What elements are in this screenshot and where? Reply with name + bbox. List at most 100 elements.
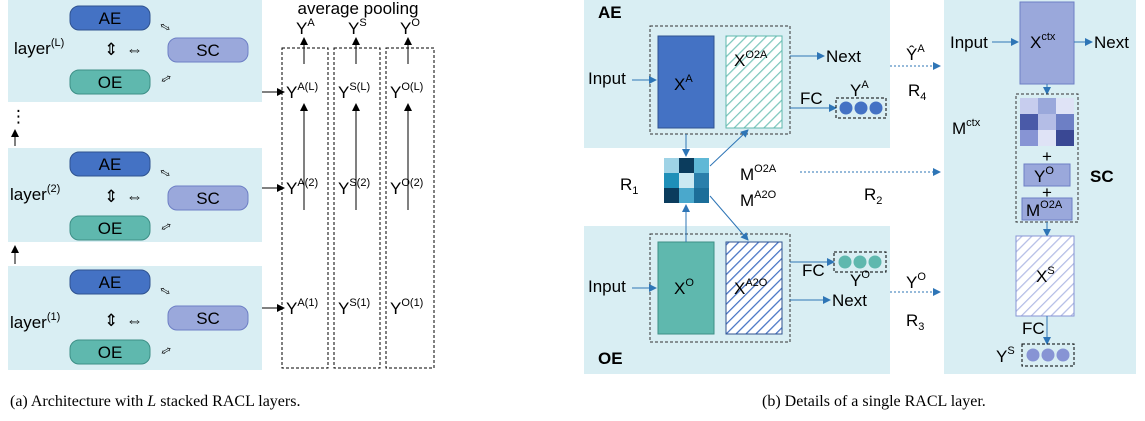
matrix-cell	[1038, 130, 1056, 146]
xa-label: XA	[674, 73, 693, 94]
mo2a-label: MO2A	[740, 163, 777, 184]
xctx-label: Xctx	[1030, 31, 1056, 52]
sc-yo-box	[1023, 163, 1071, 187]
matrix-cell	[694, 188, 709, 203]
matrix-cell	[694, 158, 709, 173]
sc-yo-label: YO	[1034, 165, 1054, 186]
oe-box	[69, 215, 151, 241]
horizontal-double-arrow-icon: ⇔	[126, 187, 143, 206]
next-label: Next	[826, 47, 861, 66]
oe-title: OE	[598, 349, 623, 368]
caption-b: (b) Details of a single RACL layer.	[762, 393, 986, 410]
xo-label: XO	[674, 277, 694, 298]
ys-label: YS	[996, 345, 1015, 366]
next-label: Next	[832, 291, 867, 310]
fc-label: FC	[800, 89, 823, 108]
matrix-cell	[1038, 114, 1056, 130]
matrix-cell	[679, 173, 694, 188]
fc-label: FC	[802, 261, 825, 280]
oe-label: OE	[98, 343, 123, 362]
xo2a-label: XO2A	[734, 49, 768, 70]
r4-label: R4	[908, 81, 926, 103]
xa2o-label: XA2O	[734, 277, 768, 298]
layer-output-s: YS(2)	[338, 177, 370, 198]
layer-output-a: YA(L)	[286, 81, 318, 102]
ae-box	[69, 5, 151, 31]
context-matrix	[1020, 98, 1074, 146]
ae-label: AE	[99, 155, 122, 174]
matrix-cell	[1038, 98, 1056, 114]
ya-label: YA	[850, 79, 869, 100]
matrix-cell	[679, 158, 694, 173]
xa-box	[657, 35, 715, 129]
oe-box	[69, 69, 151, 95]
output-node	[838, 255, 852, 269]
matrix-cell	[664, 158, 679, 173]
sc-label: SC	[196, 41, 220, 60]
output-node	[854, 101, 868, 115]
yhat-a-label: ŶA	[906, 43, 925, 64]
output-node	[839, 101, 853, 115]
xctx-box	[1019, 1, 1075, 85]
sc-box	[167, 305, 249, 331]
yo-label: YO	[850, 269, 870, 290]
matrix-cell	[1056, 114, 1074, 130]
ae-title: AE	[598, 3, 622, 22]
ya-output-box	[835, 97, 887, 119]
layer-label: layer(2)	[10, 183, 60, 204]
pooling-column-o	[385, 47, 435, 369]
matrix-cell	[1020, 114, 1038, 130]
sc-label: SC	[196, 189, 220, 208]
pooling-column-s	[333, 47, 381, 369]
layer-block-1: AE SC OE layer(1) ⇕ ⇔ ⇔ ⇔	[8, 266, 262, 370]
yo-output-box	[833, 251, 887, 273]
right-detail: AE OE SC XA XO2A Input Next FC YA XO XA2…	[584, 0, 1136, 410]
m-a2o-arrow	[709, 195, 749, 241]
output-node	[1026, 348, 1040, 362]
ae-box	[69, 269, 151, 295]
vertical-double-arrow-icon: ⇕	[104, 187, 118, 206]
pooled-output-s: YS	[348, 17, 367, 38]
attention-matrix	[664, 158, 709, 203]
vertical-double-arrow-icon: ⇕	[104, 40, 118, 59]
horizontal-double-arrow-icon: ⇔	[126, 40, 143, 59]
left-architecture: AE SC OE layer(L) ⇕ ⇔ ⇔ ⇔ ⋮ AE SC OE lay…	[8, 0, 435, 410]
matrix-cell	[1020, 130, 1038, 146]
matrix-cell	[1056, 98, 1074, 114]
ae-box	[69, 151, 151, 177]
output-node	[869, 101, 883, 115]
mctx-label: Mctx	[952, 117, 981, 138]
xs-box	[1015, 235, 1075, 317]
oe-box	[69, 339, 151, 365]
layer-block-L: AE SC OE layer(L) ⇕ ⇔ ⇔ ⇔	[8, 0, 262, 102]
vertical-ellipsis: ⋮	[10, 107, 27, 126]
vertical-double-arrow-icon: ⇕	[104, 311, 118, 330]
layer-block-2: AE SC OE layer(2) ⇕ ⇔ ⇔ ⇔	[8, 148, 262, 242]
xo-box	[657, 241, 715, 335]
layer-label: layer(L)	[14, 37, 64, 58]
layer-label: layer(1)	[10, 311, 60, 332]
sc-fc-label: FC	[1022, 319, 1045, 338]
ys-output-box	[1021, 343, 1075, 367]
sc-label: SC	[196, 309, 220, 328]
sc-next-label: Next	[1094, 33, 1129, 52]
m-o2a-arrow	[709, 129, 749, 167]
layer-output-o: YO(1)	[390, 297, 423, 318]
layer-output-s: YS(L)	[338, 81, 370, 102]
layer-output-a: YA(2)	[286, 177, 318, 198]
caption-a: (a) Architecture with L stacked RACL lay…	[10, 393, 300, 410]
sc-box	[167, 37, 249, 63]
plus-sign: +	[1042, 147, 1052, 166]
layer-output-o: YO(L)	[390, 81, 423, 102]
matrix-cell	[1020, 98, 1038, 114]
r2-label: R2	[864, 185, 882, 207]
sc-title: SC	[1090, 167, 1114, 186]
input-label: Input	[588, 277, 626, 296]
layer-output-a: YA(1)	[286, 297, 318, 318]
xa2o-box	[725, 241, 783, 335]
input-label: Input	[588, 69, 626, 88]
matrix-cell	[664, 188, 679, 203]
matrix-cell	[664, 173, 679, 188]
